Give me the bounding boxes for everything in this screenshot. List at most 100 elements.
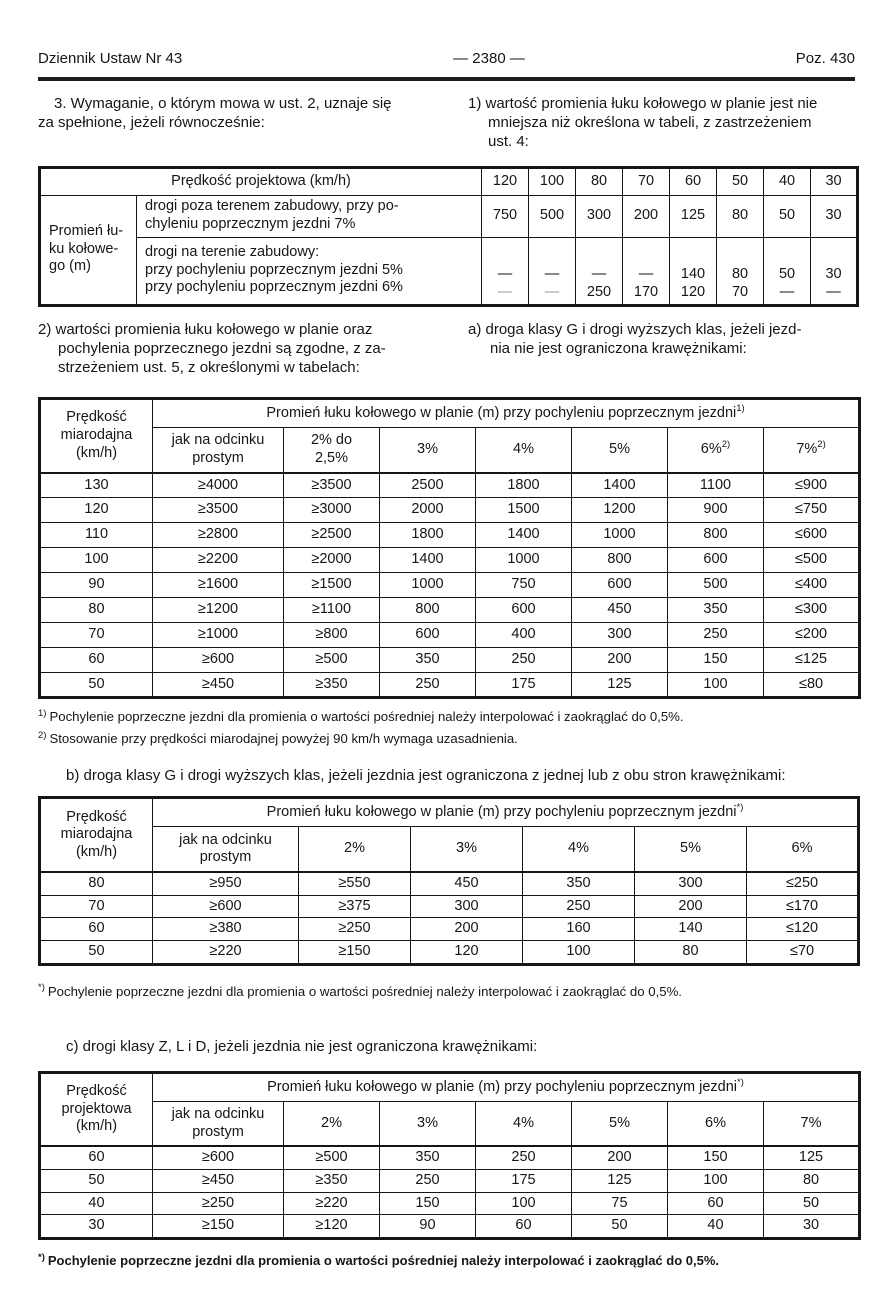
radius-cell: 1400 bbox=[379, 547, 476, 574]
table-row: 80 ≥950 ≥550 450 350 300 ≤250 bbox=[39, 871, 860, 896]
footnote-2: 2) Stosowanie przy prędkości miarodajnej … bbox=[38, 729, 518, 747]
table-row: drogi na terenie zabudowy: przy pochylen… bbox=[40, 236, 859, 306]
radius-cell: 175 bbox=[475, 1169, 572, 1193]
radius-cell: 250 bbox=[379, 1169, 476, 1193]
radius-cell: 200 bbox=[571, 1145, 668, 1171]
radius-cell: ≥600 bbox=[152, 647, 284, 674]
row-group-label: Promień łu- ku kołowe- go (m) bbox=[39, 194, 137, 306]
radius-cell: 160 bbox=[522, 917, 635, 941]
table-span-title: Promień łuku kołowego w planie (m) przy … bbox=[151, 797, 860, 828]
document-page: Dziennik Ustaw Nr 43 — 2380 — Poz. 430 3… bbox=[0, 50, 893, 1270]
radius-cell: 140 120 bbox=[669, 236, 718, 306]
radius-cell: ≥350 bbox=[283, 672, 380, 699]
radius-cell: — — bbox=[481, 236, 530, 306]
radius-cell: 250 bbox=[379, 672, 476, 699]
radius-cell: 200 bbox=[634, 894, 747, 919]
column-header: 6% bbox=[745, 826, 860, 873]
table-row: Prędkość miarodajna (km/h) Promień łuku … bbox=[39, 797, 860, 873]
table-row: 30 ≥150 ≥120 90 60 50 40 30 bbox=[39, 1214, 861, 1240]
radius-cell: ≥250 bbox=[298, 917, 411, 941]
radius-cell: 50 — bbox=[763, 236, 812, 306]
radius-cell: 125 bbox=[669, 194, 718, 238]
radius-cell: 150 bbox=[667, 647, 764, 674]
radius-cell: ≥150 bbox=[298, 940, 411, 965]
speed-cell: 60 bbox=[39, 647, 153, 674]
speed-header-cell: 30 bbox=[810, 166, 859, 196]
radius-cell: 200 bbox=[410, 917, 523, 941]
footnote-marker: 1) bbox=[736, 402, 745, 414]
item-2: 2) wartości promienia łuku kołowego w pl… bbox=[38, 320, 386, 376]
radius-cell: ≤300 bbox=[762, 597, 861, 624]
table-row: 110 ≥2800 ≥2500 1800 1400 1000 800 ≤600 bbox=[39, 522, 861, 549]
radius-cell: 1800 bbox=[475, 472, 572, 499]
radius-cell: ≥250 bbox=[152, 1191, 284, 1216]
table-title-cell: Prędkość projektowa (km/h) bbox=[38, 166, 483, 196]
radius-cell: 1000 bbox=[379, 572, 476, 599]
column-header: jak na odcinku prostym bbox=[152, 427, 284, 474]
radius-cell: 250 bbox=[475, 1145, 572, 1171]
column-header: 5% bbox=[571, 1100, 668, 1147]
radius-cell: ≥1200 bbox=[152, 597, 284, 624]
radius-cell: 250 bbox=[667, 622, 764, 649]
page-number: — 2380 — bbox=[453, 50, 525, 67]
column-header: 3% bbox=[379, 1100, 476, 1147]
radius-cell: ≥500 bbox=[283, 1145, 380, 1171]
radius-cell: 90 bbox=[379, 1214, 476, 1240]
radius-cell: 1000 bbox=[571, 522, 668, 549]
footnote-marker: *) bbox=[737, 1076, 744, 1088]
speed-header-cell: 50 bbox=[716, 166, 765, 196]
journal-title: Dziennik Ustaw Nr 43 bbox=[38, 50, 183, 67]
radius-cell: ≥1500 bbox=[283, 572, 380, 599]
radius-cell: 150 bbox=[379, 1191, 476, 1216]
column-header: jak na odcinku prostym bbox=[152, 826, 299, 873]
radius-cell: 100 bbox=[475, 1191, 572, 1216]
footnote-marker: 2) bbox=[38, 729, 47, 741]
radius-cell: ≥3500 bbox=[283, 472, 380, 499]
table-row: 90 ≥1600 ≥1500 1000 750 600 500 ≤400 bbox=[39, 572, 861, 599]
radius-cell: 400 bbox=[475, 622, 572, 649]
table-row: jak na odcinku prostym 2% do 2,5% 3% 4% … bbox=[40, 427, 861, 474]
radius-cell: 350 bbox=[522, 871, 635, 896]
radius-cell: 100 bbox=[667, 1169, 764, 1193]
radius-cell: ≥1100 bbox=[283, 597, 380, 624]
radius-cell: 2000 bbox=[379, 497, 476, 524]
table-row: 70 ≥1000 ≥800 600 400 300 250 ≤200 bbox=[39, 622, 861, 649]
radius-cell: ≥220 bbox=[152, 940, 299, 965]
table-row: Prędkość projektowa (km/h) 120 100 80 70… bbox=[38, 166, 859, 196]
speed-column-header: Prędkość projektowa (km/h) bbox=[39, 1071, 153, 1147]
speed-cell: 90 bbox=[39, 572, 153, 599]
table-row: 60 ≥600 ≥500 350 250 200 150 ≤125 bbox=[39, 647, 861, 674]
table-row: 100 ≥2200 ≥2000 1400 1000 800 600 ≤500 bbox=[39, 547, 861, 574]
radius-cell: 300 bbox=[410, 894, 523, 919]
radius-cell: ≥3000 bbox=[283, 497, 380, 524]
speed-cell: 50 bbox=[39, 672, 153, 699]
radius-cell: 900 bbox=[667, 497, 764, 524]
table-row: 50 ≥450 ≥350 250 175 125 100 ≤80 bbox=[39, 672, 861, 699]
footnote-marker: 1) bbox=[38, 707, 47, 719]
radius-cell: 600 bbox=[571, 572, 668, 599]
column-header: 2% bbox=[283, 1100, 380, 1147]
table-row: Prędkość miarodajna (km/h) Promień łuku … bbox=[39, 398, 861, 474]
radius-cell: 750 bbox=[475, 572, 572, 599]
radius-cell: ≤400 bbox=[762, 572, 861, 599]
radius-cell: 800 bbox=[379, 597, 476, 624]
speed-column-header: Prędkość miarodajna (km/h) bbox=[39, 398, 153, 474]
radius-cell: ≥2000 bbox=[283, 547, 380, 574]
radius-cell: — 170 bbox=[622, 236, 671, 306]
radius-cell: ≥120 bbox=[283, 1214, 380, 1240]
radius-cell: ≥380 bbox=[152, 917, 299, 941]
radius-cell: 1400 bbox=[571, 472, 668, 499]
column-header: 3% bbox=[379, 427, 476, 474]
speed-cell: 80 bbox=[39, 597, 153, 624]
radius-cell: ≤500 bbox=[762, 547, 861, 574]
radius-cell: 50 bbox=[571, 1214, 668, 1240]
table-row: 50 ≥220 ≥150 120 100 80 ≤70 bbox=[39, 940, 860, 965]
speed-header-cell: 70 bbox=[622, 166, 671, 196]
speed-cell: 60 bbox=[39, 917, 153, 941]
radius-cell: 300 bbox=[634, 871, 747, 896]
footnote-c: *) Pochylenie poprzeczne jezdni dla promi… bbox=[38, 1251, 719, 1269]
footnote-marker: 2) bbox=[721, 439, 731, 451]
table-span-title: Promień łuku kołowego w planie (m) przy … bbox=[151, 1071, 861, 1102]
position-number: Poz. 430 bbox=[795, 50, 855, 67]
table-row: 60 ≥600 ≥500 350 250 200 150 125 bbox=[39, 1145, 861, 1171]
